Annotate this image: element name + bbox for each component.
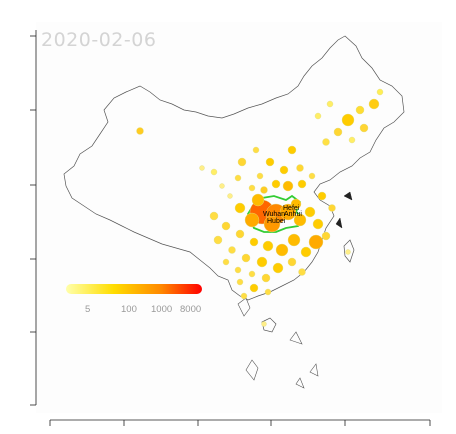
date-label: 2020-02-06: [41, 29, 157, 51]
country-outline: [63, 35, 405, 301]
scale-tick-label: 1000: [151, 304, 173, 315]
label-wuhan: Wuhan: [263, 211, 285, 218]
scale-tick-label: 5: [85, 304, 91, 315]
label-hubei: Hubei: [267, 218, 286, 225]
axis-frame: [30, 30, 431, 426]
scale-tick-label: 8000: [180, 304, 202, 315]
color-scale-bar: [66, 284, 202, 294]
city-labels: Hefei Wuhan Anhui Hubei: [263, 205, 302, 225]
label-anhui: Anhui: [284, 211, 302, 218]
scale-tick-label: 100: [121, 304, 137, 315]
island-outline: [261, 317, 277, 333]
case-markers: [136, 88, 384, 327]
label-hefei: Hefei: [283, 205, 300, 212]
island-outline: [343, 239, 355, 263]
coastal-islands: [335, 191, 353, 229]
sea-islands: [237, 297, 319, 389]
